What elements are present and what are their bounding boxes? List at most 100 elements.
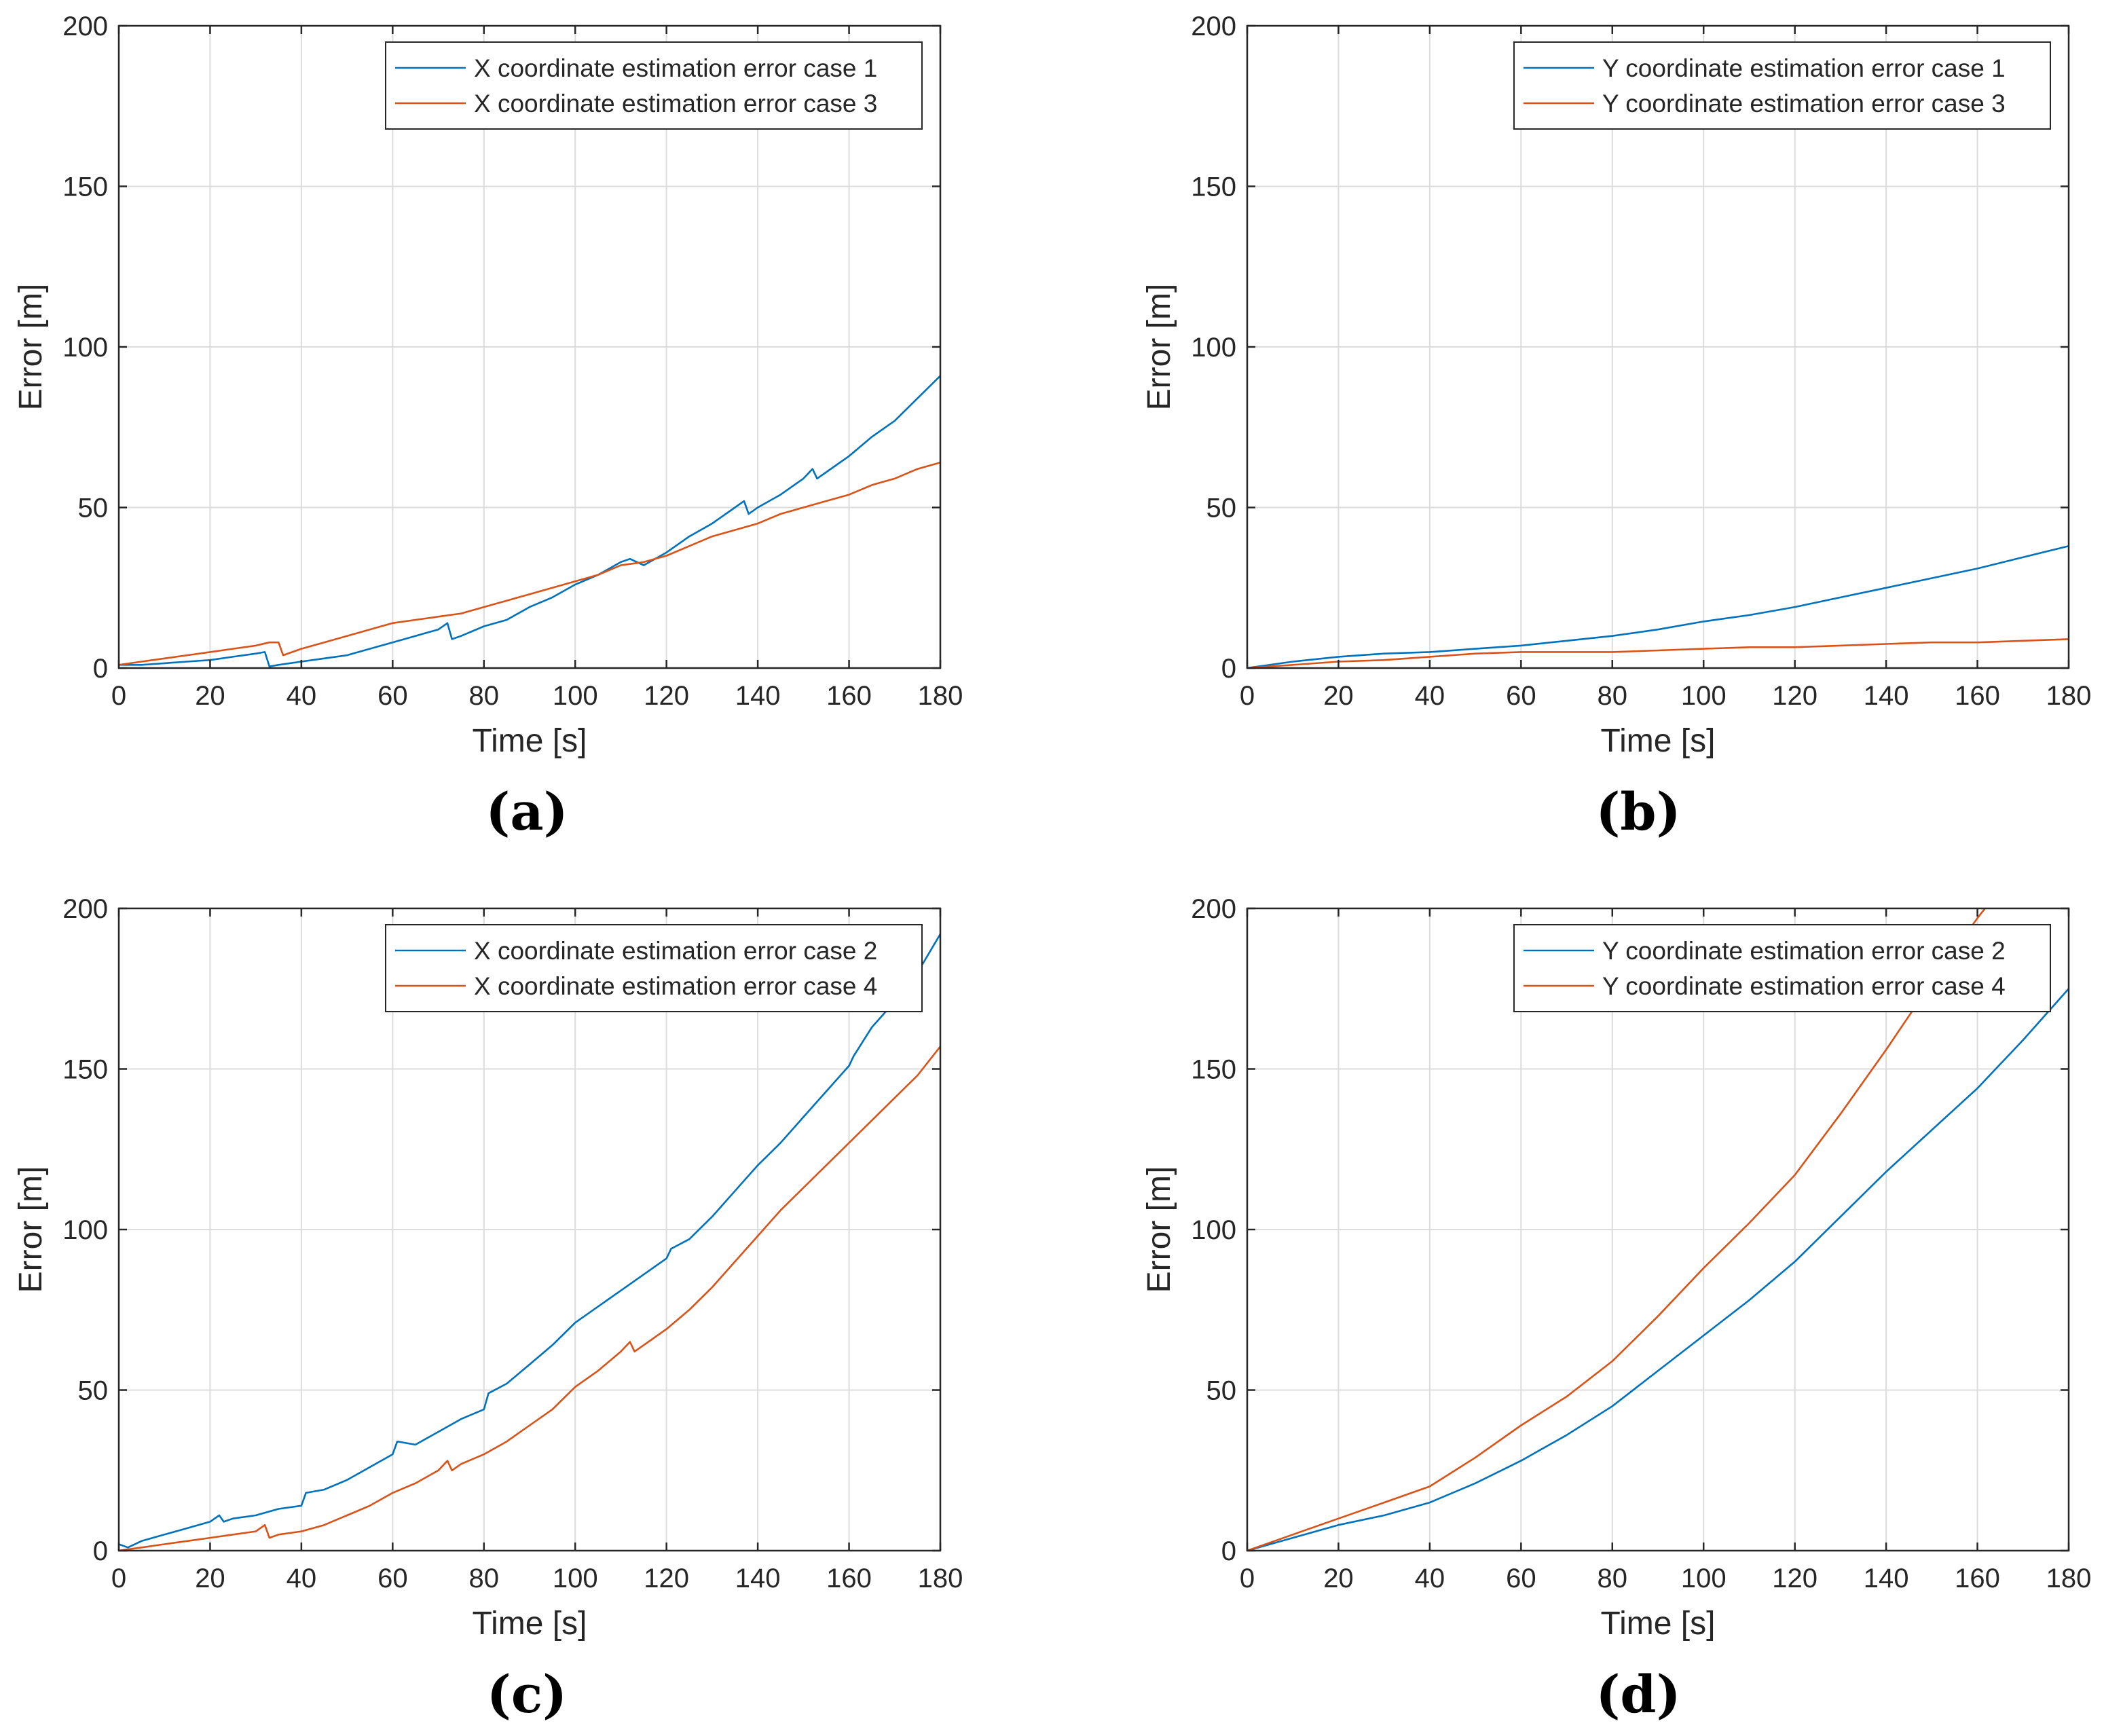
x-tick-label: 160: [1955, 1564, 2000, 1593]
x-tick-label: 40: [287, 1564, 317, 1593]
x-tick-label: 140: [1864, 1564, 1909, 1593]
x-tick-label: 140: [1864, 681, 1909, 711]
x-tick-label: 160: [1955, 681, 2000, 711]
x-tick-label: 160: [826, 1564, 872, 1593]
panel-label-a: (a): [485, 781, 568, 842]
y-axis-label: Error [m]: [1141, 1166, 1177, 1293]
chart-panel-b: 0 20 40 60 80 100 120 140 160 180 0 50 100 150 200 Time…: [1141, 12, 2091, 759]
legend-box: [385, 41, 923, 130]
x-tick-label: 20: [195, 681, 225, 711]
x-tick-label: 20: [195, 1564, 225, 1593]
y-tick-label: 0: [1221, 1536, 1236, 1566]
x-tick-label: 20: [1323, 681, 1354, 711]
x-tick-label: 100: [1681, 1564, 1727, 1593]
panel-label-d: (d): [1595, 1664, 1680, 1724]
x-tick-label: 160: [826, 681, 872, 711]
y-axis-label: Error [m]: [13, 1166, 49, 1293]
legend-entry: X coordinate estimation error case 3: [474, 90, 877, 117]
x-axis-label: Time [s]: [1601, 723, 1716, 759]
legend-box: [1513, 41, 2051, 130]
x-tick-label: 140: [735, 681, 781, 711]
legend-b: Y coordinate estimation error case 1 Y co…: [1513, 41, 2051, 130]
y-axis-label: Error [m]: [13, 284, 49, 411]
y-tick-label: 50: [78, 1376, 109, 1406]
series-line-d-1: [1247, 988, 2069, 1551]
y-tick-label: 50: [78, 494, 109, 523]
x-tick-label: 100: [553, 1564, 598, 1593]
y-tick-label: 150: [62, 172, 108, 202]
panel-label-b: (b): [1595, 781, 1680, 842]
x-axis-label: Time [s]: [473, 723, 587, 759]
legend-entry: Y coordinate estimation error case 2: [1602, 937, 2006, 965]
x-tick-label: 180: [918, 1564, 963, 1593]
x-tick-label: 140: [735, 1564, 781, 1593]
x-tick-label: 60: [1506, 681, 1536, 711]
series-line-d-2: [1247, 908, 1987, 1551]
y-tick-label: 200: [1191, 894, 1236, 924]
y-tick-label: 200: [1191, 12, 1236, 41]
y-tick-label: 200: [62, 12, 108, 41]
y-tick-label: 200: [62, 894, 108, 924]
legend-box: [1513, 924, 2051, 1012]
y-tick-label: 50: [1206, 494, 1237, 523]
panel-label-c: (c): [487, 1664, 567, 1724]
x-tick-label: 60: [1506, 1564, 1536, 1593]
x-tick-label: 40: [287, 681, 317, 711]
x-tick-label: 100: [553, 681, 598, 711]
y-tick-label: 0: [1221, 654, 1236, 684]
legend-a: X coordinate estimation error case 1 X co…: [385, 41, 923, 130]
y-tick-label: 150: [62, 1055, 108, 1085]
x-tick-label: 180: [2046, 681, 2092, 711]
x-tick-label: 0: [1240, 1564, 1255, 1593]
x-tick-label: 40: [1415, 1564, 1445, 1593]
x-tick-label: 120: [1772, 1564, 1817, 1593]
x-tick-label: 0: [111, 1564, 126, 1593]
y-axis-label: Error [m]: [1141, 284, 1177, 411]
chart-panel-a: 0 20 40 60 80 100 120 140 160 180 0 50 100 150 200 Time…: [13, 12, 963, 759]
x-tick-label: 0: [1240, 681, 1255, 711]
y-tick-label: 0: [93, 654, 108, 684]
y-tick-label: 100: [62, 1215, 108, 1245]
x-tick-label: 80: [1598, 1564, 1628, 1593]
y-tick-label: 50: [1206, 1376, 1237, 1406]
series-line-b-1: [1247, 545, 2069, 668]
x-tick-label: 60: [377, 681, 408, 711]
x-tick-label: 180: [2046, 1564, 2092, 1593]
legend-box: [385, 924, 923, 1012]
x-axis-label: Time [s]: [473, 1606, 587, 1642]
legend-c: X coordinate estimation error case 2 X co…: [385, 924, 923, 1012]
x-tick-label: 40: [1415, 681, 1445, 711]
y-tick-label: 150: [1191, 1055, 1236, 1085]
x-tick-label: 80: [1598, 681, 1628, 711]
chart-panel-d: 0 20 40 60 80 100 120 140 160 180 0 50 100 150 200 Time…: [1141, 894, 2092, 1642]
x-tick-label: 120: [1772, 681, 1817, 711]
y-tick-label: 0: [93, 1536, 108, 1566]
series-line-a-1: [119, 375, 940, 667]
y-tick-label: 100: [1191, 333, 1236, 363]
legend-entry: Y coordinate estimation error case 4: [1602, 972, 2006, 1000]
legend-entry: X coordinate estimation error case 1: [474, 54, 877, 82]
series-line-c-2: [119, 1046, 940, 1551]
legend-entry: X coordinate estimation error case 2: [474, 937, 877, 965]
x-tick-label: 120: [644, 681, 689, 711]
y-tick-label: 100: [1191, 1215, 1236, 1245]
x-tick-label: 180: [918, 681, 963, 711]
x-tick-label: 20: [1323, 1564, 1354, 1593]
x-tick-label: 60: [377, 1564, 408, 1593]
x-tick-label: 80: [469, 1564, 500, 1593]
y-tick-label: 150: [1191, 172, 1236, 202]
legend-d: Y coordinate estimation error case 2 Y co…: [1513, 924, 2051, 1012]
x-tick-label: 80: [469, 681, 500, 711]
x-tick-label: 0: [111, 681, 126, 711]
x-tick-label: 100: [1681, 681, 1727, 711]
x-tick-label: 120: [644, 1564, 689, 1593]
legend-entry: Y coordinate estimation error case 3: [1602, 90, 2006, 117]
x-axis-label: Time [s]: [1601, 1606, 1716, 1642]
series-line-a-2: [119, 462, 940, 666]
series-line-b-2: [1247, 638, 2069, 668]
legend-entry: Y coordinate estimation error case 1: [1602, 54, 2006, 82]
series-line-c-1: [119, 934, 940, 1549]
chart-panel-c: 0 20 40 60 80 100 120 140 160 180 0 50 100 150 200 Time…: [13, 894, 963, 1642]
legend-entry: X coordinate estimation error case 4: [474, 972, 877, 1000]
